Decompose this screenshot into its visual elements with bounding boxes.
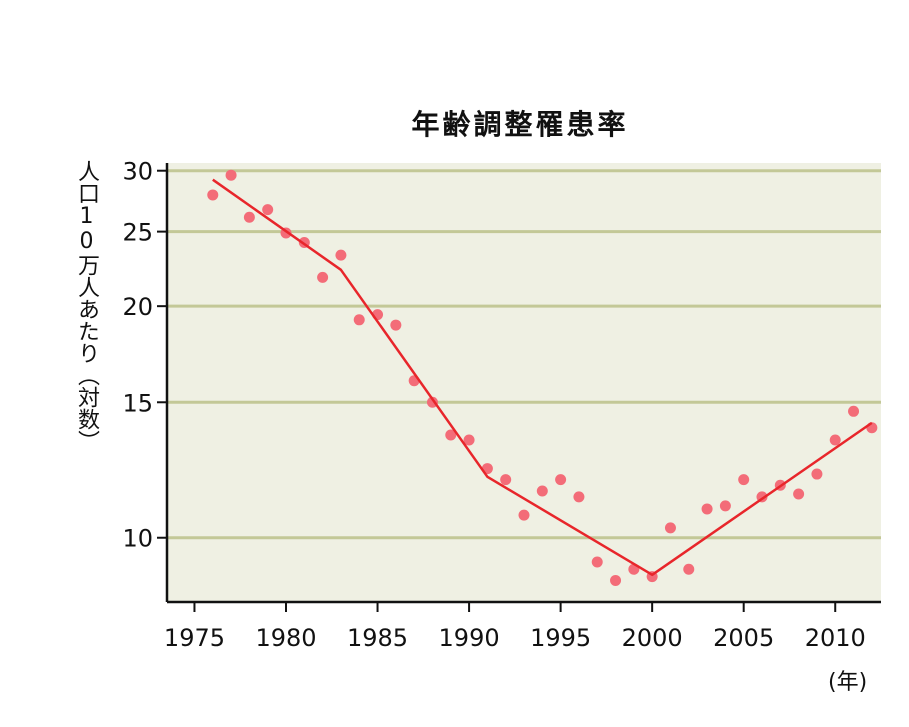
data-point: [500, 474, 512, 486]
data-point: [262, 204, 274, 216]
y-axis-label: 人口10万人あたり（対数）: [74, 160, 99, 452]
chart-title: 年齢調整罹患率: [411, 108, 629, 141]
trend-line: [212, 178, 873, 577]
data-point: [243, 211, 255, 223]
x-tick-label: 1990: [439, 624, 500, 652]
data-point: [353, 314, 365, 326]
data-point: [555, 474, 567, 486]
x-tick-label: 2010: [805, 624, 866, 652]
data-point: [738, 474, 750, 486]
x-tick-label: 1995: [530, 624, 591, 652]
x-tick-label: 2005: [713, 624, 774, 652]
data-point: [848, 405, 860, 417]
y-tick-label: 25: [122, 219, 153, 247]
data-point: [701, 503, 713, 515]
data-point: [225, 169, 237, 181]
data-point: [664, 522, 676, 534]
data-point: [793, 488, 805, 500]
data-point: [683, 563, 695, 575]
y-tick-label: 20: [122, 293, 153, 321]
x-tick-label: 1975: [164, 624, 225, 652]
x-tick-label: 1980: [255, 624, 316, 652]
y-tick-label: 10: [122, 525, 153, 553]
data-point: [445, 429, 457, 441]
y-tick-label: 15: [122, 389, 153, 417]
data-point: [573, 491, 585, 503]
data-point: [591, 556, 603, 568]
data-point: [207, 189, 219, 201]
data-point: [536, 485, 548, 497]
x-tick-label: 2000: [622, 624, 683, 652]
data-point: [390, 319, 402, 331]
data-point: [335, 249, 347, 261]
data-point: [811, 468, 823, 480]
y-tick-label: 30: [122, 158, 153, 186]
data-point: [610, 574, 622, 586]
data-point: [829, 434, 841, 446]
data-point: [463, 434, 475, 446]
x-tick-label: 1985: [347, 624, 408, 652]
data-point: [518, 509, 530, 521]
data-point: [719, 500, 731, 512]
plot-area: [167, 163, 881, 602]
data-point: [317, 271, 329, 283]
x-axis-unit: (年): [828, 670, 868, 695]
